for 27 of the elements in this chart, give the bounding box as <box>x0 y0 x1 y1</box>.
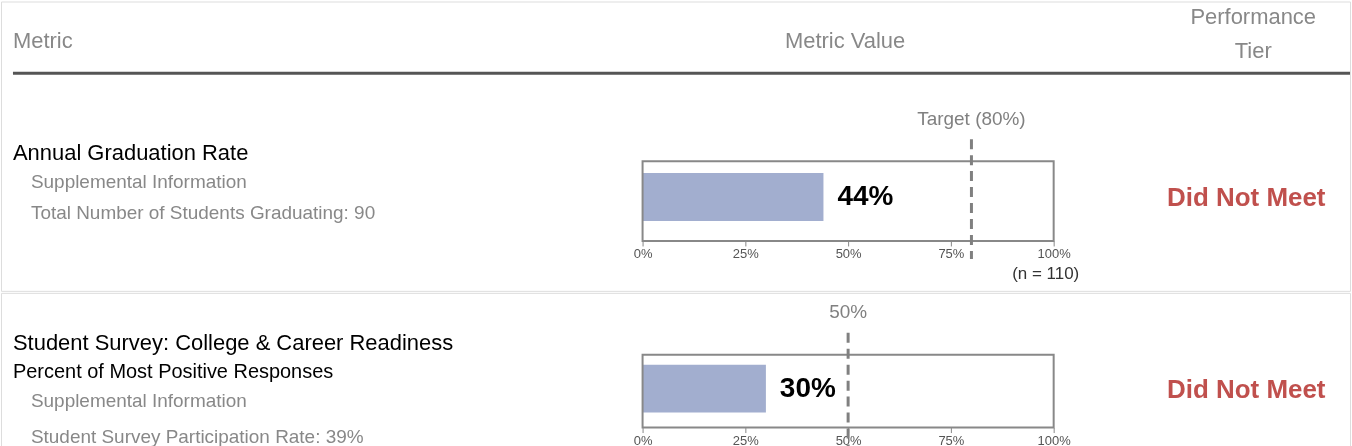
x-tick-label: 25% <box>732 433 760 446</box>
text: Metric Value <box>784 28 906 54</box>
text: Supplemental Information <box>30 171 247 193</box>
x-tick-label: 75% <box>938 433 965 446</box>
text: Student Survey: College & Career Readiness <box>12 329 454 355</box>
x-tick-label: 50% <box>835 433 863 446</box>
text: Percent of Most Positive Responses <box>12 359 334 382</box>
data-label: 44% <box>837 180 894 212</box>
text: Supplemental Information <box>30 389 247 411</box>
ref-line-label: 50% <box>829 300 868 322</box>
text: Performance Tier <box>1190 4 1317 64</box>
text: Metric <box>12 28 73 54</box>
x-tick-label: 0% <box>633 433 653 446</box>
text: Did Not Meet <box>1166 374 1326 403</box>
text: (n = 110) <box>1012 263 1080 283</box>
x-tick-label: 75% <box>938 246 965 262</box>
text: Student Survey Participation Rate: 39% <box>30 425 364 446</box>
text: Annual Graduation Rate <box>12 140 249 166</box>
text: Did Not Meet <box>1166 183 1326 212</box>
x-tick-label: 50% <box>835 246 863 262</box>
x-tick-label: 100% <box>1037 433 1072 446</box>
x-tick-label: 100% <box>1037 246 1072 262</box>
data-label: 30% <box>779 371 836 403</box>
x-tick-label: 0% <box>633 246 653 262</box>
x-tick-label: 25% <box>732 246 760 262</box>
text: Total Number of Students Graduating: 90 <box>30 202 376 224</box>
ref-line-label: Target (80%) <box>917 108 1026 130</box>
